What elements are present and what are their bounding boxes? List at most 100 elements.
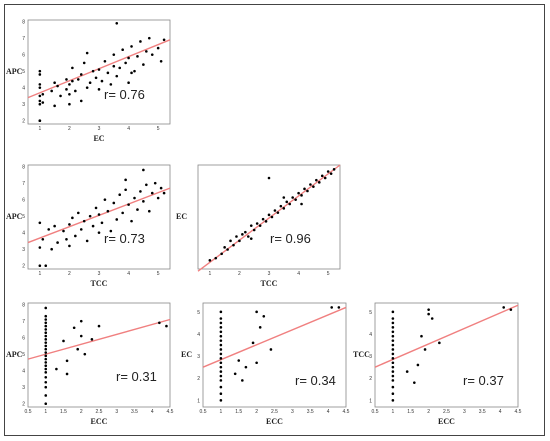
y-tick-label: 5 [197, 310, 200, 316]
fit-line [374, 304, 519, 368]
data-point [44, 385, 48, 389]
data-point [262, 314, 266, 318]
data-point [127, 81, 130, 85]
data-point [219, 392, 223, 396]
x-tick-label: 4 [127, 126, 130, 132]
data-point [44, 371, 48, 374]
svg-text:0.5: 0.5 [372, 409, 379, 415]
data-point [294, 198, 297, 201]
y-tick-label: 2 [197, 376, 200, 382]
y-tick-label: 8 [22, 165, 25, 171]
x-tick-label: 2 [255, 409, 258, 415]
x-tick-label: 5 [157, 126, 160, 132]
data-point [391, 392, 395, 396]
data-point [258, 326, 262, 329]
svg-text:2: 2 [197, 376, 200, 382]
data-point [219, 361, 223, 365]
data-point [303, 187, 306, 191]
data-point [430, 317, 434, 320]
data-point [219, 357, 223, 360]
data-point [44, 344, 48, 348]
svg-text:1: 1 [219, 409, 222, 415]
svg-text:4.5: 4.5 [167, 409, 174, 415]
y-axis-title: APC [6, 350, 23, 359]
x-tick-label: 4.5 [167, 409, 174, 415]
data-point [85, 86, 89, 89]
correlation-label: r= 0.76 [104, 87, 145, 102]
data-point [139, 40, 142, 43]
data-point [68, 244, 71, 248]
svg-text:4: 4 [297, 271, 300, 277]
y-tick-label: 4 [22, 231, 25, 237]
data-point [219, 343, 223, 347]
svg-text:5: 5 [369, 310, 372, 316]
data-point [329, 172, 333, 175]
fit-line [27, 318, 171, 360]
data-point [162, 38, 166, 42]
data-point [147, 36, 151, 40]
svg-text:3.5: 3.5 [479, 409, 486, 415]
y-tick-label: 8 [22, 20, 25, 26]
data-point [44, 306, 48, 310]
data-point [44, 357, 48, 361]
data-point [79, 99, 83, 103]
svg-text:7: 7 [22, 319, 25, 325]
data-point [229, 239, 232, 243]
data-point [270, 215, 274, 219]
x-tick-label: 2 [427, 409, 430, 415]
data-point [65, 237, 68, 241]
data-point [220, 252, 223, 256]
data-point [391, 357, 395, 360]
data-point [53, 224, 56, 228]
data-point [79, 334, 83, 338]
svg-text:3.5: 3.5 [307, 409, 314, 415]
data-point [59, 94, 62, 98]
data-point [273, 209, 277, 212]
x-tick-label: 3 [98, 126, 101, 132]
data-point [88, 81, 92, 85]
data-point [323, 176, 327, 180]
data-point [264, 220, 268, 223]
data-point [150, 191, 154, 195]
svg-text:0.5: 0.5 [25, 409, 32, 415]
data-point [44, 334, 48, 338]
data-point [41, 92, 45, 96]
y-tick-label: 2 [22, 402, 25, 408]
svg-text:1: 1 [38, 126, 41, 132]
data-point [97, 213, 101, 216]
data-point [38, 83, 42, 86]
x-tick-label: 2.5 [271, 409, 278, 415]
data-point [282, 207, 286, 210]
svg-text:5: 5 [157, 271, 160, 277]
data-point [68, 83, 71, 86]
data-point [416, 363, 420, 367]
svg-text:5: 5 [197, 310, 200, 316]
scatter-panel-3: 1 2 3 4 5 TCC EC r= 0.96 [176, 164, 341, 288]
data-point [65, 88, 68, 91]
data-point [44, 354, 48, 358]
svg-text:8: 8 [22, 303, 25, 309]
x-axis-title: ECC [91, 417, 108, 426]
data-point [219, 310, 223, 314]
data-point [219, 399, 223, 402]
data-point [255, 310, 258, 314]
svg-text:2.5: 2.5 [271, 409, 278, 415]
svg-text:5: 5 [327, 271, 330, 277]
x-tick-label: 4 [297, 271, 300, 277]
scatter-panel-1: 1 2 3 4 5 2 3 4 5 6 7 8 EC APC r= 0.76 [6, 19, 171, 143]
data-point [391, 348, 395, 351]
data-point [97, 88, 101, 91]
data-point [44, 361, 48, 364]
data-point [94, 206, 98, 210]
data-point [41, 237, 45, 241]
data-point [219, 317, 223, 320]
x-tick-label: 4 [327, 409, 330, 415]
data-point [85, 51, 89, 55]
data-point [38, 69, 42, 73]
data-point [76, 347, 79, 351]
data-point [71, 66, 74, 70]
data-point [76, 78, 80, 81]
data-point [142, 168, 145, 172]
svg-text:2: 2 [22, 119, 25, 125]
data-point [142, 200, 145, 203]
